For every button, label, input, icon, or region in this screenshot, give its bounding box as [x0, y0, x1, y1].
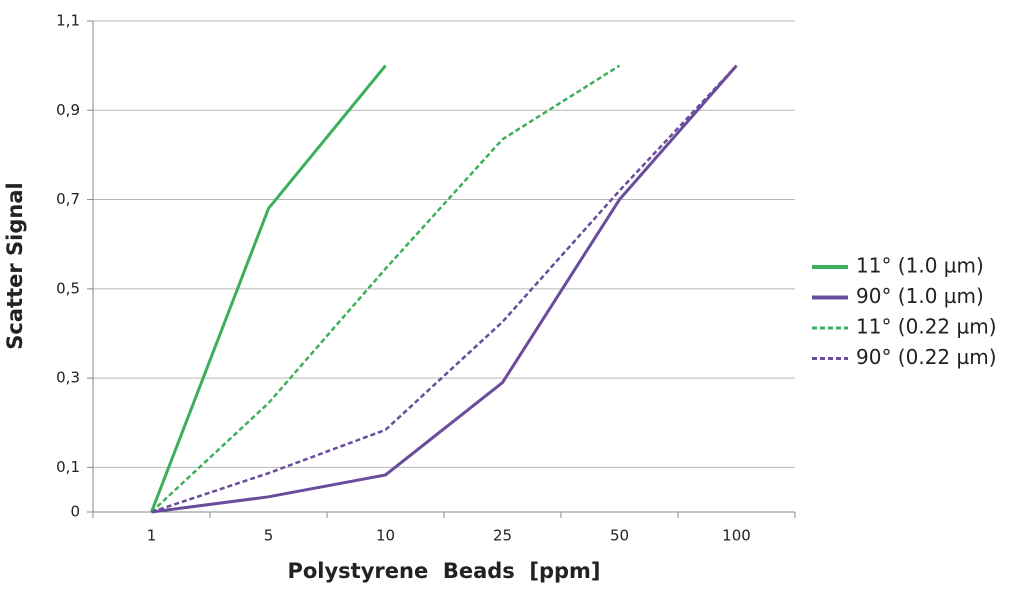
legend-label: 11° (1.0 µm): [856, 254, 984, 278]
legend-label: 90° (1.0 µm): [856, 284, 984, 308]
y-tick-label: 0,1: [56, 458, 80, 476]
x-tick-label: 10: [376, 527, 395, 545]
series-line: [150, 64, 621, 513]
series-line: [151, 64, 738, 514]
y-tick-label: 0,9: [56, 101, 80, 119]
x-tick-label: 5: [264, 527, 274, 545]
y-tick-label: 1,1: [56, 12, 80, 30]
y-tick-label: 0: [70, 503, 80, 521]
legend-label: 90° (0.22 µm): [856, 345, 997, 369]
y-axis-label: Scatter Signal: [3, 182, 27, 349]
legend-label: 11° (0.22 µm): [856, 315, 997, 339]
x-tick-label: 50: [610, 527, 629, 545]
x-tick-label: 25: [493, 527, 512, 545]
series-line: [150, 64, 387, 513]
x-tick-label: 1: [147, 527, 157, 545]
x-tick-label: 100: [722, 527, 751, 545]
x-axis-label: Polystyrene Beads [ppm]: [287, 559, 600, 583]
y-tick-label: 0,5: [56, 279, 80, 297]
y-tick-label: 0,7: [56, 190, 80, 208]
y-tick-label: 0,3: [56, 369, 80, 387]
series-line: [151, 64, 738, 514]
